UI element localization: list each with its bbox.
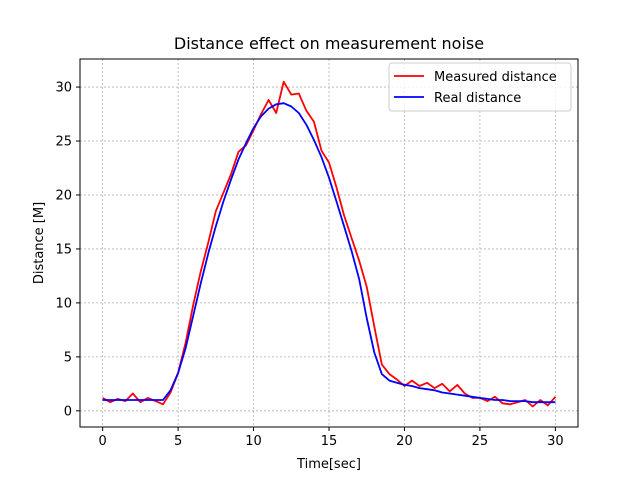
legend-label-real: Real distance (434, 91, 521, 106)
x-tick-label: 0 (98, 434, 106, 449)
legend: Measured distance Real distance (388, 62, 572, 112)
x-tick-label: 20 (396, 434, 413, 449)
y-tick-label: 25 (55, 135, 72, 150)
legend-box (388, 62, 572, 112)
x-tick-label: 5 (174, 434, 182, 449)
series-layer (102, 80, 557, 408)
y-tick-label: 5 (64, 350, 72, 365)
y-tick-label: 20 (55, 188, 72, 203)
x-tick-label: 15 (321, 434, 338, 449)
y-tick-label: 0 (64, 404, 72, 419)
grid (80, 59, 578, 427)
y-tick-label: 10 (55, 296, 72, 311)
x-axis-label: Time[sec] (296, 457, 361, 472)
y-tick-label: 15 (55, 242, 72, 257)
y-axis-label: Distance [M] (32, 202, 47, 284)
x-tick-label: 30 (547, 434, 564, 449)
x-tick-label: 25 (472, 434, 489, 449)
legend-label-measured: Measured distance (434, 70, 557, 85)
chart-title: Distance effect on measurement noise (174, 34, 484, 53)
real-distance-line (102, 102, 556, 404)
axis-ticks: 0 5 10 15 20 25 30 0 5 10 15 20 25 30 (55, 81, 563, 449)
x-tick-label: 10 (245, 434, 262, 449)
y-tick-label: 30 (55, 81, 72, 96)
